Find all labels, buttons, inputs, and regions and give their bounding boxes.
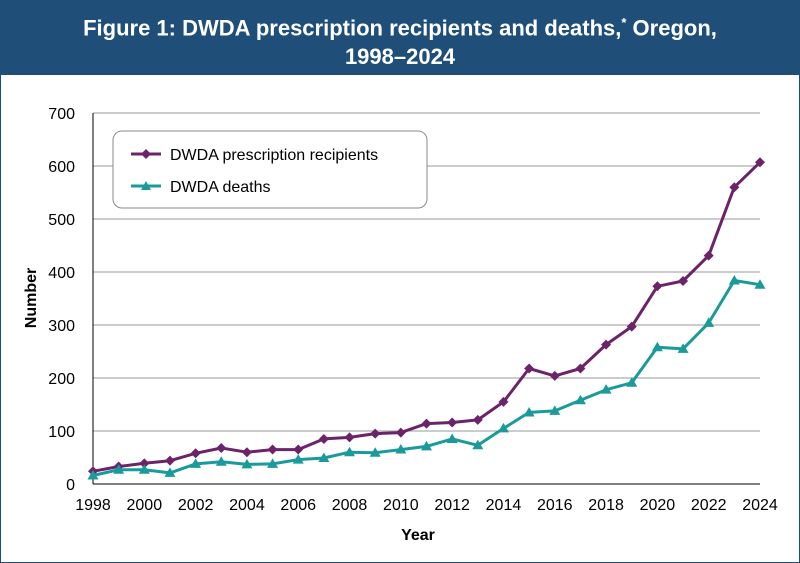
data-point-recipients (678, 276, 689, 287)
data-point-deaths (113, 464, 125, 474)
data-point-recipients (164, 455, 175, 466)
y-axis-title: Number (23, 268, 40, 328)
data-point-recipients (139, 458, 150, 469)
data-point-recipients (344, 432, 355, 443)
data-point-recipients (601, 339, 612, 350)
x-tick-label: 2020 (640, 497, 676, 514)
data-point-deaths (138, 464, 150, 474)
data-point-deaths (190, 458, 202, 468)
y-axis-ticks: 0 100 200 300 400 500 600 700 (48, 106, 75, 494)
series-group (87, 157, 766, 480)
data-point-deaths (164, 467, 176, 477)
legend-box (112, 130, 428, 209)
x-tick-label: 2024 (742, 497, 778, 514)
x-axis-ticks: 1998 2000 2002 2004 2006 2008 2010 2012 2014 2016… (75, 497, 778, 514)
axes (92, 113, 760, 485)
data-point-deaths (497, 422, 509, 433)
data-point-deaths (574, 394, 586, 405)
data-point-recipients (318, 433, 329, 444)
x-axis-title: Year (401, 527, 435, 544)
data-point-recipients (472, 414, 483, 425)
data-point-recipients (626, 321, 637, 332)
legend-deaths-label: DWDA deaths (170, 179, 270, 196)
data-point-recipients (755, 157, 765, 168)
x-tick-label: 1998 (75, 497, 111, 514)
chart-title: Figure 1: DWDA prescription recipients a… (1, 1, 799, 42)
y-tick-label: 300 (48, 318, 75, 335)
data-point-deaths (215, 456, 227, 466)
x-tick-label: 2022 (691, 497, 727, 514)
data-point-deaths (600, 384, 612, 394)
data-point-recipients (549, 370, 560, 381)
x-tick-label: 2010 (383, 497, 419, 514)
x-tick-label: 2004 (229, 497, 265, 514)
y-tick-label: 500 (48, 212, 75, 229)
title-banner: Figure 1: DWDA prescription recipients a… (1, 1, 799, 75)
x-tick-label: 2006 (280, 497, 316, 514)
x-tick-label: 2014 (486, 497, 522, 514)
data-point-recipients (293, 444, 304, 455)
data-point-deaths (651, 341, 663, 352)
data-point-recipients (447, 417, 458, 428)
data-point-recipients (395, 427, 406, 438)
data-point-deaths (754, 279, 766, 289)
data-point-recipients (652, 281, 663, 292)
data-point-recipients (421, 418, 432, 429)
y-tick-label: 700 (48, 106, 75, 123)
data-point-deaths (318, 452, 330, 463)
data-point-deaths (472, 439, 484, 450)
data-point-deaths (549, 405, 561, 415)
legend-diamond-icon (141, 149, 151, 159)
x-tick-label: 2002 (178, 497, 214, 514)
y-tick-label: 200 (48, 371, 75, 388)
data-point-recipients (575, 363, 586, 374)
x-tick-label: 2000 (127, 497, 163, 514)
chart-title-part2: Oregon, (626, 15, 717, 41)
footnote-marker: * (621, 15, 627, 30)
y-tick-label: 100 (48, 424, 75, 441)
chart-title-line2: 1998–2024 (344, 44, 456, 70)
data-point-recipients (241, 447, 252, 458)
legend-triangle-icon (141, 181, 151, 190)
data-point-deaths (523, 406, 535, 417)
y-tick-label: 400 (48, 265, 75, 282)
y-tick-label: 0 (66, 477, 75, 494)
legend-recipients-label: DWDA prescription recipients (170, 147, 378, 164)
x-tick-label: 2008 (332, 497, 368, 514)
data-point-deaths (267, 458, 279, 468)
chart-title-part1: Figure 1: DWDA prescription recipients a… (83, 15, 622, 41)
data-point-deaths (728, 274, 740, 285)
data-point-recipients (524, 363, 535, 374)
data-point-deaths (446, 433, 458, 443)
data-point-recipients (190, 448, 201, 459)
data-point-recipients (729, 182, 740, 193)
data-point-deaths (703, 317, 715, 327)
data-point-deaths (395, 444, 407, 454)
legend: DWDA prescription recipients DWDA deaths (112, 130, 428, 209)
data-point-deaths (626, 377, 638, 387)
data-point-deaths (87, 470, 99, 480)
data-point-recipients (216, 442, 227, 453)
data-point-deaths (292, 454, 304, 464)
y-tick-label: 600 (48, 159, 75, 176)
data-point-recipients (498, 396, 509, 407)
data-point-deaths (241, 458, 253, 469)
data-point-recipients (703, 250, 714, 261)
x-tick-label: 2012 (434, 497, 470, 514)
x-tick-label: 2018 (588, 497, 624, 514)
data-point-deaths (369, 447, 381, 457)
data-point-recipients (370, 428, 381, 439)
data-point-deaths (677, 343, 689, 353)
data-point-deaths (344, 446, 356, 457)
data-point-deaths (421, 440, 432, 451)
data-point-recipients (267, 444, 278, 455)
x-tick-label: 2016 (537, 497, 573, 514)
